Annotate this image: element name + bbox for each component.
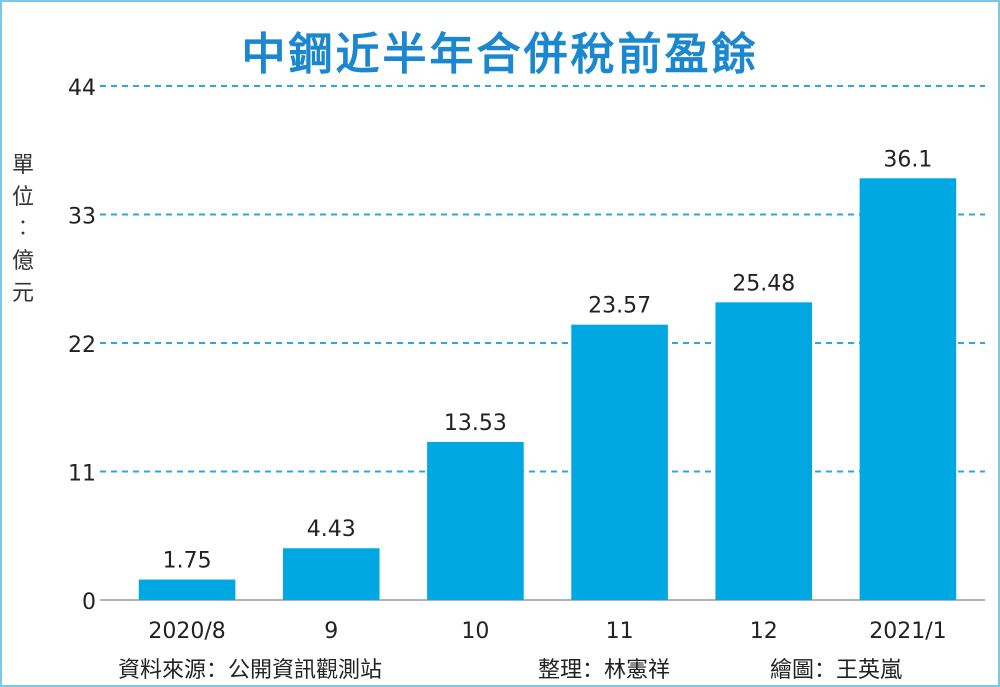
unit-label-char: 位 <box>11 185 34 210</box>
y-tick-label: 11 <box>68 462 96 487</box>
bar <box>571 324 668 600</box>
bar <box>138 579 236 600</box>
unit-label: 單位 ︰ 億元 <box>8 150 38 310</box>
x-tick-label: 2020/8 <box>148 619 225 644</box>
y-tick-label: 22 <box>68 333 96 358</box>
bar-value-label: 25.48 <box>732 271 795 296</box>
x-tick-label: 2021/1 <box>869 619 946 644</box>
x-tick-label: 9 <box>324 619 338 644</box>
bar-value-label: 36.1 <box>883 147 932 172</box>
bar <box>715 302 813 600</box>
x-tick-label: 12 <box>750 619 778 644</box>
unit-label-char: 單 <box>11 153 34 178</box>
x-tick-label: 10 <box>461 619 489 644</box>
bar <box>427 441 524 600</box>
bar-value-label: 4.43 <box>307 517 356 542</box>
unit-label-char: 億 <box>11 249 34 274</box>
chart-title: 中鋼近半年合併稅前盈餘 <box>241 29 759 80</box>
bar <box>282 548 380 600</box>
x-tick-label: 11 <box>606 619 634 644</box>
illustrator-note: 繪圖：王英嵐 <box>770 658 903 683</box>
y-tick-label: 0 <box>82 590 96 615</box>
bar-value-label: 13.53 <box>444 411 507 436</box>
bar-value-label: 1.75 <box>163 549 212 574</box>
source-note: 資料來源：公開資訊觀測站 <box>118 658 383 683</box>
unit-label-char: 元 <box>11 281 34 306</box>
editor-note: 整理：林憲祥 <box>538 658 671 683</box>
bar-value-label: 23.57 <box>588 294 651 319</box>
y-tick-label: 33 <box>68 205 96 230</box>
unit-label-char: ︰ <box>11 217 34 242</box>
bar <box>859 178 957 600</box>
y-tick-label: 44 <box>68 76 96 101</box>
